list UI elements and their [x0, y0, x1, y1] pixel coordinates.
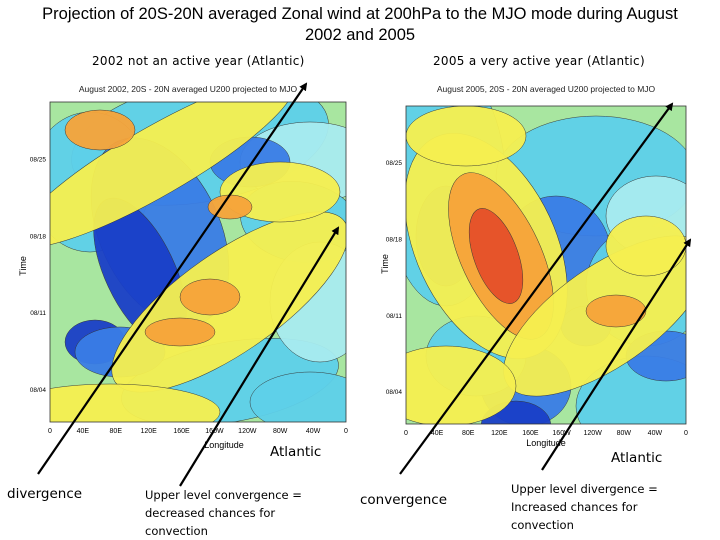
chart-title-2005: August 2005, 20S - 20N averaged U200 pro…: [437, 84, 656, 94]
heatmap-2002: August 2002, 20S - 20N averaged U200 pro…: [18, 84, 348, 450]
x-tick-label: 160E: [522, 430, 539, 437]
contour-region: [144, 317, 216, 347]
xlabel-2005: Longitude: [526, 438, 566, 448]
contour-region: [406, 106, 527, 167]
plot-area-2005: [405, 105, 687, 425]
x-ticks-2005: 0 40E 80E 120E 160E 160W 120W 80W 40W 0: [404, 430, 688, 437]
contour-region: [64, 109, 136, 151]
y-ticks-2005: 08/04 08/11 08/18 08/25: [386, 160, 403, 396]
slide-title: Projection of 20S-20N averaged Zonal win…: [0, 4, 720, 46]
mjo-arrow-2002-b: [179, 226, 340, 487]
xlabel-2002: Longitude: [204, 440, 244, 450]
subtitle-2002: 2002 not an active year (Atlantic): [92, 54, 305, 68]
x-tick-label: 40W: [306, 428, 321, 435]
subtitle-2005: 2005 a very active year (Atlantic): [433, 54, 645, 68]
y-tick-label: 08/18: [30, 233, 47, 240]
y-tick-label: 08/11: [30, 310, 46, 317]
x-tick-label: 120W: [584, 430, 603, 437]
mjo-arrow-2002-a: [37, 82, 308, 475]
x-tick-label: 120W: [238, 428, 257, 435]
x-tick-label: 0: [404, 430, 408, 437]
x-tick-label: 80E: [110, 428, 123, 435]
upper-convergence-line3: convection: [145, 524, 208, 538]
y-tick-label: 08/18: [386, 237, 403, 244]
atlantic-label-2002: Atlantic: [270, 444, 322, 460]
plot-frame: [405, 105, 687, 425]
plot-area-2002: [49, 101, 347, 423]
upper-convergence-line2: decreased chances for: [145, 506, 276, 520]
contour-region: [468, 208, 524, 304]
slide-title-line1: Projection of 20S-20N averaged Zonal win…: [42, 5, 678, 23]
contour-region: [406, 345, 517, 424]
divergence-label: divergence: [7, 486, 83, 502]
x-tick-label: 40W: [648, 430, 663, 437]
y-ticks-2002: 08/04 08/11 08/18 08/25: [30, 157, 47, 394]
mjo-arrow-2005-b: [541, 238, 692, 471]
x-tick-label: 0: [684, 430, 688, 437]
x-tick-label: 120E: [140, 428, 157, 435]
upper-divergence-note: Upper level divergence = Increased chanc…: [511, 480, 658, 534]
y-tick-label: 08/11: [386, 313, 402, 320]
heatmap-2005: August 2005, 20S - 20N averaged U200 pro…: [380, 84, 688, 448]
upper-divergence-line3: convection: [511, 518, 574, 532]
x-tick-label: 80W: [273, 428, 288, 435]
upper-convergence-note: Upper level convergence = decreased chan…: [145, 486, 302, 540]
plot-frame: [49, 101, 347, 423]
contour-region: [50, 102, 295, 248]
y-tick-label: 08/25: [386, 160, 403, 167]
y-tick-label: 08/04: [30, 387, 47, 394]
x-tick-label: 80W: [617, 430, 632, 437]
x-tick-label: 0: [344, 428, 348, 435]
y-tick-label: 08/04: [386, 389, 403, 396]
contour-region: [585, 294, 647, 328]
mjo-arrow-2005-a: [399, 102, 674, 475]
heatmap-panel-2002: August 2002, 20S - 20N averaged U200 pro…: [10, 76, 356, 452]
ylabel-2005: Time: [380, 254, 390, 274]
atlantic-label-2005: Atlantic: [611, 450, 663, 466]
x-tick-label: 80E: [462, 430, 475, 437]
chart-title-2002: August 2002, 20S - 20N averaged U200 pro…: [79, 84, 298, 94]
contour-region: [605, 215, 686, 277]
upper-divergence-line2: Increased chances for: [511, 500, 638, 514]
x-tick-label: 160W: [552, 430, 571, 437]
contour-region: [249, 371, 346, 422]
y-tick-label: 08/25: [30, 157, 47, 164]
upper-convergence-line1: Upper level convergence =: [145, 488, 302, 502]
x-tick-label: 0: [48, 428, 52, 435]
ylabel-2002: Time: [18, 256, 28, 276]
x-tick-label: 160E: [173, 428, 190, 435]
heatmap-panel-2005: August 2005, 20S - 20N averaged U200 pro…: [376, 78, 700, 456]
convergence-label: convergence: [360, 492, 448, 508]
slide-title-line2: 2002 and 2005: [304, 26, 416, 44]
contour-region: [179, 278, 241, 316]
x-tick-label: 120E: [491, 430, 508, 437]
upper-divergence-line1: Upper level divergence =: [511, 482, 658, 496]
x-tick-label: 40E: [77, 428, 90, 435]
x-tick-label: 40E: [431, 430, 444, 437]
